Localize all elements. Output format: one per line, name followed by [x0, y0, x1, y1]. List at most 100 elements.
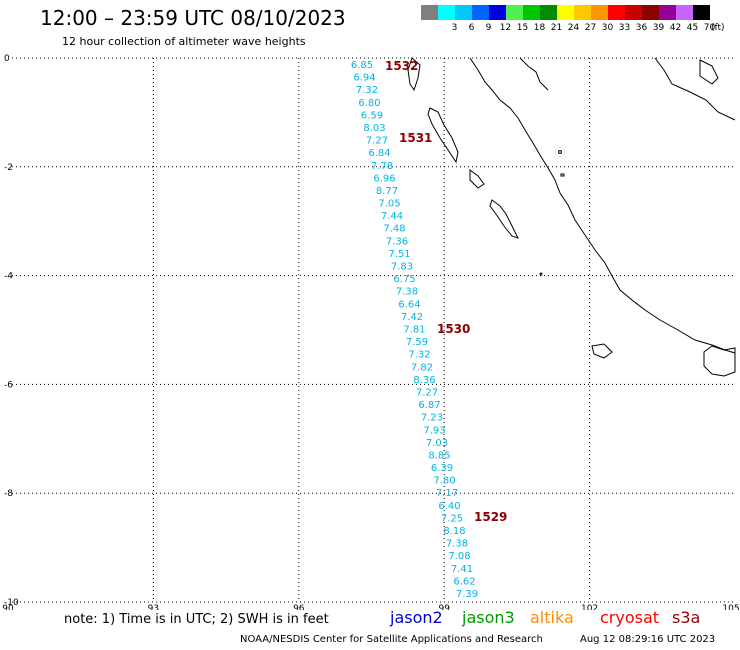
mainland-coast: [469, 57, 736, 354]
lon-tick-label: 105: [722, 604, 739, 610]
pass-labels: 1532 1531 1530 1529: [385, 59, 507, 524]
bangka-island: [699, 59, 719, 85]
legend-swatch: [557, 5, 574, 20]
generation-timestamp: Aug 12 08:29:16 UTC 2023: [580, 634, 716, 645]
legend-label: 70: [703, 23, 716, 33]
legend-label: 18: [533, 23, 546, 33]
lon-tick-label: 102: [581, 604, 598, 610]
track-value: 8.77: [376, 186, 398, 197]
track-value: 6.40: [438, 501, 460, 512]
lat-tick-label: -4: [4, 272, 13, 282]
track-value: 7.42: [401, 312, 423, 323]
coastline: [407, 57, 736, 377]
track-value: 7.05: [378, 199, 400, 210]
legend-label: 39: [652, 23, 665, 33]
track-value: 6.80: [358, 98, 380, 109]
legend-label: 6: [468, 23, 475, 33]
legend-label: 30: [601, 23, 614, 33]
legend-swatch: [489, 5, 506, 20]
track-value: 7.44: [381, 211, 403, 222]
pass-label: 1530: [437, 322, 470, 336]
islet: [560, 173, 565, 177]
legend-swatch: [455, 5, 472, 20]
legend-label: 27: [584, 23, 597, 33]
track-value: 6.85: [351, 60, 373, 71]
legend-label: 24: [567, 23, 580, 33]
track-value: 7.93: [423, 425, 445, 436]
pass-label: 1531: [399, 131, 432, 145]
track-value: 7.32: [408, 350, 430, 361]
track-value: 8.18: [443, 526, 465, 537]
satellite-s3a: s3a: [672, 608, 701, 627]
lat-tick-label: 0: [4, 54, 10, 64]
track-value: 7.48: [383, 224, 405, 235]
track-value: 7.36: [386, 236, 408, 247]
islet: [558, 150, 562, 154]
lat-tick-label: -6: [4, 380, 13, 390]
track-value: 6.96: [373, 173, 395, 184]
legend-swatch: [438, 5, 455, 20]
malay-peninsula: [654, 57, 736, 121]
legend-swatch: [625, 5, 642, 20]
lon-tick-label: 90: [2, 604, 14, 610]
map-subtitle: 12 hour collection of altimeter wave hei…: [62, 35, 306, 48]
sumatra-north: [519, 57, 549, 91]
legend-label: 3: [451, 23, 458, 33]
track-value: 7.81: [403, 325, 425, 336]
track-value: 6.75: [393, 274, 415, 285]
footer-note: note: 1) Time is in UTC; 2) SWH is in fe…: [64, 612, 329, 627]
legend-swatch: [693, 5, 710, 20]
wave-height-legend: 3 6 9 12 15 18 21 24 27 30 33 36 39 42 45 70 (ft): [421, 5, 727, 35]
siberut-island: [469, 169, 485, 189]
track-value: 6.59: [361, 110, 383, 121]
satellite-altika: altika: [530, 608, 574, 627]
lat-tick-label: -8: [4, 489, 13, 499]
track-value: 7.51: [388, 249, 410, 260]
legend-swatch: [642, 5, 659, 20]
pagai-island: [489, 199, 519, 239]
legend-swatch: [608, 5, 625, 20]
track-value: 8.85: [428, 450, 450, 461]
legend-swatch: [472, 5, 489, 20]
legend-swatch: [676, 5, 693, 20]
pass-label: 1532: [385, 59, 418, 73]
track-value: 6.62: [453, 576, 475, 587]
legend-swatch: [523, 5, 540, 20]
track-value: 7.03: [426, 438, 448, 449]
legend-swatch: [540, 5, 557, 20]
satellite-cryosat: cryosat: [600, 608, 660, 627]
track-value: 6.94: [353, 73, 375, 84]
satellite-jason2: jason2: [390, 608, 443, 627]
islet: [539, 272, 543, 276]
track-value: 7.27: [416, 387, 438, 398]
legend-label: 33: [618, 23, 631, 33]
simeulue-island: [407, 57, 421, 92]
legend-label: 12: [499, 23, 512, 33]
legend-label: 9: [485, 23, 492, 33]
nias-island: [427, 107, 459, 164]
track-value: 7.39: [456, 589, 478, 600]
track-value: 6.87: [418, 400, 440, 411]
track-value: 7.59: [406, 337, 428, 348]
track-value: 7.23: [421, 413, 443, 424]
java-west: [703, 345, 736, 377]
map-title: 12:00 – 23:59 UTC 08/10/2023: [40, 6, 346, 30]
track-value: 7.41: [451, 564, 473, 575]
altimeter-track: 6.856.947.326.806.598.037.276.847.786.96…: [351, 60, 478, 600]
track-value: 8.36: [413, 375, 435, 386]
track-value: 7.17: [436, 488, 458, 499]
track-value: 6.39: [431, 463, 453, 474]
lon-tick-label: 93: [148, 604, 159, 610]
track-value: 7.80: [433, 476, 455, 487]
track-value: 7.78: [371, 161, 393, 172]
legend-label: 36: [635, 23, 648, 33]
legend-swatch: [421, 5, 438, 20]
lat-lon-grid: 90 93 96 99 102 105 0 -2 -4 -6 -8 -10: [2, 54, 739, 610]
legend-swatch: [506, 5, 523, 20]
enggano-island: [591, 343, 613, 359]
legend-swatch: [574, 5, 591, 20]
track-value: 7.25: [441, 513, 463, 524]
satellite-jason3: jason3: [462, 608, 515, 627]
track-value: 6.84: [368, 148, 390, 159]
